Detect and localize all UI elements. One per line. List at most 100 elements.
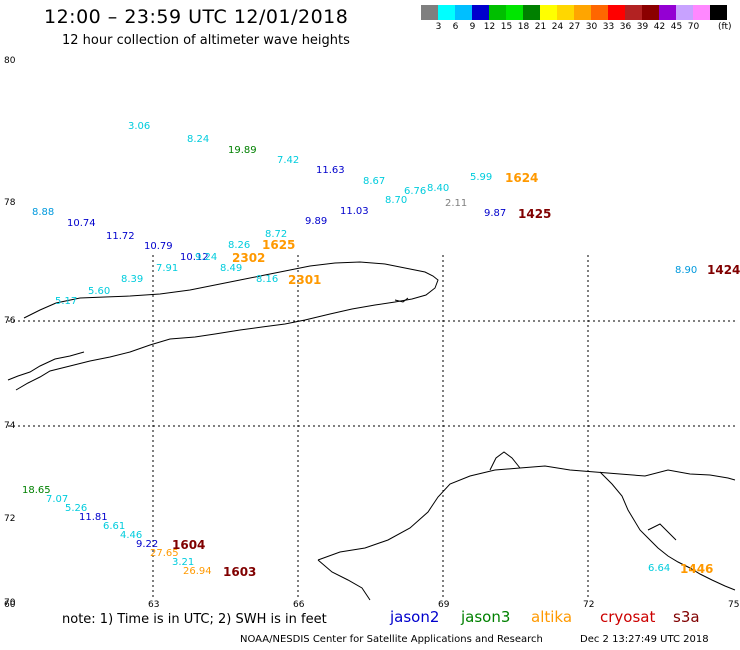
wave-height-value: 4.46 [120,530,143,541]
legend-label: 3 [435,22,442,32]
wave-height-value: 11.63 [316,165,345,176]
legend-swatch [540,5,557,20]
wave-height-value: 5.99 [470,172,493,183]
latitude-label: 70 [4,598,16,608]
map-title: 12:00 – 23:59 UTC 12/01/2018 [44,6,349,28]
legend-label: 9 [469,22,476,32]
legend-label: 39 [636,22,649,32]
wave-height-value: 6.64 [648,563,671,574]
coastline [7,261,736,601]
wave-height-value: 10.79 [144,241,173,252]
wave-height-value: 8.26 [228,240,251,251]
wave-height-value: 9.24 [195,252,218,263]
legend-label: 42 [653,22,666,32]
longitude-label: 75 [728,600,740,610]
legend-swatch [710,5,727,20]
latitude-label: 76 [4,316,16,326]
graticule [8,255,735,600]
wave-height-value: 8.70 [385,195,408,206]
credit-line: NOAA/NESDIS Center for Satellite Applica… [240,634,543,645]
wave-height-value: 7.07 [46,494,69,505]
wave-height-value: 11.03 [340,206,369,217]
wave-height-value: 3.21 [172,557,195,568]
wave-height-value: 3.06 [128,121,151,132]
latitude-label: 78 [4,198,16,208]
satellite-name: jason3 [461,608,511,626]
satellite-name: jason2 [390,608,440,626]
wave-height-value: 6.61 [103,521,126,532]
observation-time: 2302 [232,251,266,265]
wave-height-value: 18.65 [22,485,51,496]
longitude-label: 63 [148,600,160,610]
legend-label: 27 [568,22,581,32]
wave-height-value: 10.12 [180,252,209,263]
wave-height-value: 8.40 [427,183,450,194]
wave-height-value: 26.94 [183,566,212,577]
observation-time: 1624 [505,171,539,185]
wave-height-value: 8.16 [256,274,279,285]
legend-label: 6 [452,22,459,32]
legend-swatch [472,5,489,20]
legend-label: 18 [517,22,530,32]
wave-height-value: 7.42 [277,155,300,166]
observation-time: 1604 [172,538,206,552]
wave-height-value: 11.81 [79,512,108,523]
observation-time: 1424 [707,263,740,277]
legend-label: 24 [551,22,564,32]
wave-height-value: 8.49 [220,263,243,274]
observation-time: 1625 [262,238,296,252]
legend-swatch [523,5,540,20]
footnote: note: 1) Time is in UTC; 2) SWH is in fe… [62,612,327,627]
wave-height-value: 8.90 [675,265,698,276]
wave-height-value: 5.60 [88,286,111,297]
latitude-label: 80 [4,56,16,66]
wave-height-value: 11.72 [106,231,135,242]
legend-label: 12 [483,22,496,32]
legend-label: 30 [585,22,598,32]
satellite-name: cryosat [600,608,656,626]
latitude-label: 72 [4,514,16,524]
legend-label: 70 [687,22,700,32]
legend-swatch [659,5,676,20]
legend-swatch [438,5,455,20]
wave-height-value: 6.76 [404,186,427,197]
legend-swatch [608,5,625,20]
legend-swatch [557,5,574,20]
observation-time: 1425 [518,207,552,221]
legend-swatch [625,5,642,20]
legend-unit: (ft) [718,22,732,32]
wave-height-value: 9.87 [484,208,507,219]
wave-height-value: 7.91 [156,263,179,274]
wave-height-value: 8.24 [187,134,210,145]
wave-height-value: 27.65 [150,548,179,559]
latitude-label: 74 [4,421,16,431]
wave-height-value: 8.39 [121,274,144,285]
legend-swatch [642,5,659,20]
legend-label: 36 [619,22,632,32]
color-legend [421,5,727,20]
legend-label: 15 [500,22,513,32]
legend-label: 21 [534,22,547,32]
map-subtitle: 12 hour collection of altimeter wave hei… [62,33,350,48]
legend-label: 45 [670,22,683,32]
satellite-name: s3a [673,608,700,626]
longitude-label: 72 [583,600,595,610]
observation-time: 1603 [223,565,257,579]
legend-swatch [676,5,693,20]
legend-swatch [506,5,523,20]
legend-swatch [574,5,591,20]
legend-swatch [421,5,438,20]
wave-height-value: 8.67 [363,176,386,187]
longitude-label: 69 [438,600,450,610]
wave-height-value: 8.88 [32,207,55,218]
wave-height-value: 5.26 [65,503,88,514]
wave-height-value: 2.11 [445,198,468,209]
wave-height-value: 9.89 [305,216,328,227]
legend-swatch [693,5,710,20]
satellite-name: altika [531,608,573,626]
legend-swatch [455,5,472,20]
wave-height-value: 10.74 [67,218,96,229]
wave-height-value: 5.17 [55,296,78,307]
observation-time: 2301 [288,273,322,287]
